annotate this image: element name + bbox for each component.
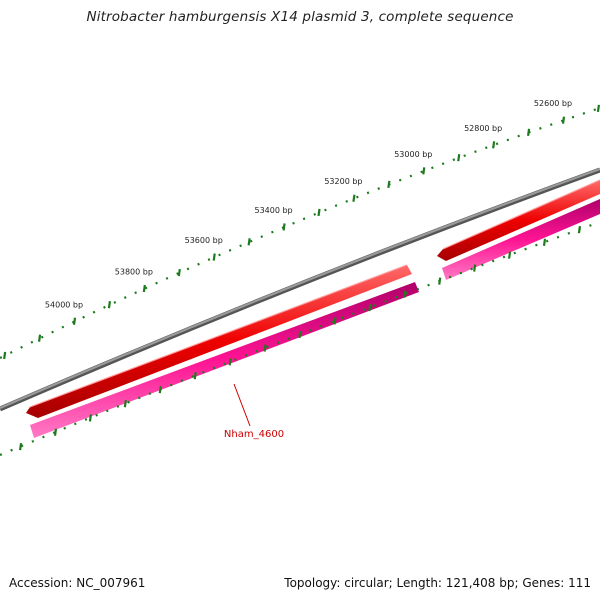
ruler-inner-major-ticks	[18, 225, 582, 451]
ruler-inner-tick	[53, 428, 58, 436]
ruler-major-tick	[457, 154, 461, 162]
ruler-tick-label: 53000 bp	[394, 150, 432, 159]
ruler-major-tick	[352, 194, 356, 202]
ruler-major-tick	[72, 317, 77, 325]
ruler-inner-tick	[577, 225, 582, 234]
ruler-major-tick	[387, 180, 391, 189]
ruler-inner-tick	[158, 385, 162, 394]
topology-text: Topology: circular; Length: 121,408 bp; …	[284, 576, 591, 590]
sequence-backbone	[0, 167, 600, 412]
ruler-inner-tick	[298, 330, 302, 339]
ruler-major-tick	[247, 238, 251, 246]
ruler-tick-label: 52600 bp	[534, 99, 572, 108]
ruler-tick-label: 53400 bp	[254, 206, 292, 215]
cds-feature-left	[30, 282, 419, 438]
map-title: Nitrobacter hamburgensis X14 plasmid 3, …	[86, 9, 514, 25]
ruler-inner-tick	[123, 400, 127, 408]
ruler-inner-tick	[438, 277, 442, 285]
ruler-tick-label: 52800 bp	[464, 124, 502, 133]
ruler-major-tick	[107, 301, 112, 309]
ruler-inner-tick	[333, 317, 337, 325]
ruler-inner-tick	[368, 303, 372, 312]
ruler-tick-label: 54000 bp	[45, 300, 83, 309]
ruler-tick-labels: 52600 bp 52800 bp 53000 bp 53200 bp 53400 bp…	[45, 99, 572, 309]
ruler-inner-tick	[507, 251, 512, 259]
ruler-inner-tick	[88, 414, 93, 422]
ruler-major-tick	[317, 208, 321, 217]
gene-feature-left	[26, 264, 412, 418]
annotation-label: Nham_4600	[224, 429, 284, 440]
ruler-major-tick	[526, 128, 531, 136]
ruler-major-tick	[596, 104, 600, 113]
gene-feature-right	[437, 179, 600, 261]
ruler-major-tick	[37, 334, 42, 342]
ruler-major-tick	[177, 268, 181, 277]
ruler-inner-tick	[473, 264, 477, 272]
cds-feature-right	[442, 199, 600, 280]
ruler-inner-tick	[18, 443, 23, 451]
ruler-inner-tick	[263, 344, 267, 352]
annotation-leader-line	[233, 383, 251, 427]
ruler-major-tick	[561, 116, 566, 124]
ruler-major-tick	[3, 351, 7, 360]
ruler-major-tick	[492, 141, 496, 149]
ruler-inner-tick	[542, 238, 547, 246]
ruler-tick-label: 53200 bp	[324, 177, 362, 186]
ruler-tick-label: 53800 bp	[115, 267, 153, 276]
ruler-major-tick	[282, 223, 286, 231]
ruler-major-ticks	[3, 104, 600, 360]
ruler-major-tick	[212, 253, 216, 261]
ruler-inner-tick	[193, 372, 197, 380]
ruler-inner-tick	[228, 358, 232, 366]
ruler-tick-label: 53600 bp	[185, 236, 223, 245]
ruler-inner-tick	[403, 290, 407, 298]
ruler-major-tick	[422, 167, 426, 175]
accession-text: Accession: NC_007961	[9, 576, 146, 590]
ruler-major-tick	[142, 284, 146, 293]
